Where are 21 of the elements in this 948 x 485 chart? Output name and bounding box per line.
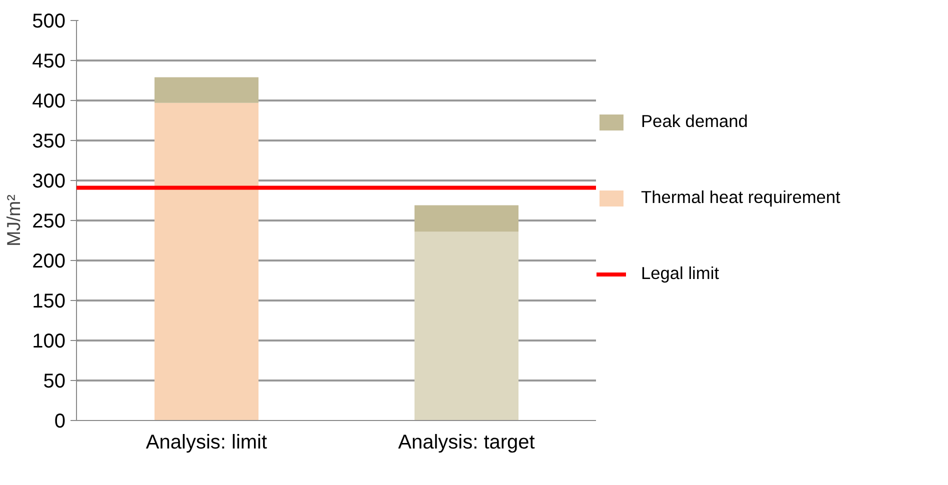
y-tick-label: 200 bbox=[32, 250, 66, 272]
y-tick-label: 250 bbox=[32, 210, 66, 232]
legend-label: Legal limit bbox=[641, 263, 720, 284]
legend-label: Peak demand bbox=[641, 111, 748, 132]
bar bbox=[414, 232, 518, 420]
y-tick-label: 350 bbox=[32, 130, 66, 152]
bar bbox=[154, 102, 258, 420]
x-tick-label: Analysis: limit bbox=[146, 432, 268, 454]
y-tick-label: 500 bbox=[32, 10, 66, 32]
legend-label: Thermal heat requirement bbox=[641, 187, 840, 208]
y-tick-label: 50 bbox=[43, 370, 66, 392]
x-tick-label: Analysis: target bbox=[398, 432, 536, 454]
y-tick-label: 100 bbox=[32, 330, 66, 352]
y-tick-label: 300 bbox=[32, 170, 66, 192]
bar bbox=[154, 77, 258, 103]
bar bbox=[414, 205, 518, 232]
y-tick-label: 450 bbox=[32, 50, 66, 72]
y-tick-label: 0 bbox=[54, 410, 66, 432]
y-axis-title: MJ/m² bbox=[3, 194, 24, 246]
y-tick-label: 400 bbox=[32, 90, 66, 112]
y-tick-label: 150 bbox=[32, 290, 66, 312]
